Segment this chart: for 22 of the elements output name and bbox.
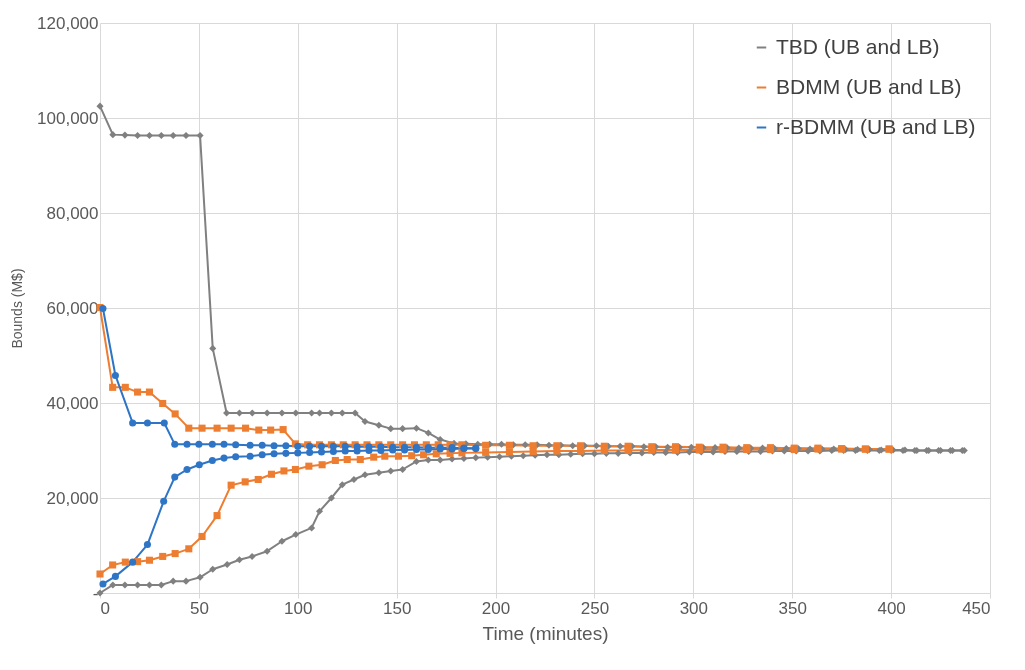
- y-tick-label: -: [92, 583, 99, 603]
- x-tick-label: 0: [100, 598, 110, 618]
- x-tick-label: 450: [962, 598, 991, 618]
- x-tick-label: 300: [679, 598, 709, 618]
- y-tick-label: 60,000: [46, 298, 99, 318]
- legend-label: r-BDMM (UB and LB): [776, 114, 976, 138]
- y-tick-label: 120,000: [37, 13, 99, 33]
- x-tick-label: 250: [580, 598, 610, 618]
- x-tick-label: 350: [778, 598, 807, 618]
- x-axis-title: Time (minutes): [482, 622, 609, 644]
- x-tick-label: 100: [284, 598, 313, 618]
- legend-label: TBD (UB and LB): [776, 34, 940, 58]
- x-tick-label: 400: [877, 598, 906, 618]
- x-tick-label: 200: [481, 598, 511, 618]
- y-tick-label: 20,000: [46, 488, 99, 508]
- x-tick-label: 50: [189, 598, 209, 618]
- x-tick-label: 150: [382, 598, 412, 618]
- y-axis-title: Bounds (M$): [9, 268, 26, 349]
- y-tick-label: 80,000: [46, 203, 99, 223]
- legend-label: BDMM (UB and LB): [776, 74, 962, 98]
- y-tick-label: 100,000: [37, 108, 99, 128]
- y-tick-label: 40,000: [46, 393, 99, 413]
